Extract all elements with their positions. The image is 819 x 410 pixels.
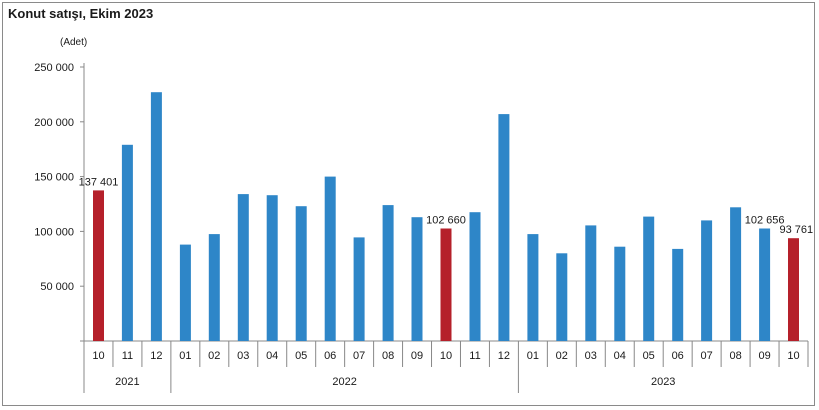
x-tick-label: 05 xyxy=(643,350,655,362)
bar xyxy=(382,205,394,341)
data-label: 102 660 xyxy=(426,215,466,227)
x-tick-label: 11 xyxy=(469,350,480,362)
chart-frame xyxy=(2,2,815,406)
x-tick-label: 10 xyxy=(92,350,104,362)
x-tick-label: 07 xyxy=(353,350,365,362)
bar xyxy=(208,234,220,341)
x-tick-label: 01 xyxy=(179,350,191,362)
bar xyxy=(614,246,626,341)
y-tick-label: 50 000 xyxy=(40,281,74,293)
x-tick-label: 09 xyxy=(758,350,770,362)
y-tick-label: 150 000 xyxy=(34,172,74,184)
x-tick-label: 06 xyxy=(324,350,336,362)
bar xyxy=(266,195,278,341)
bar xyxy=(324,176,336,341)
bar xyxy=(150,92,162,341)
bar xyxy=(672,248,684,341)
bar xyxy=(179,244,191,341)
bar xyxy=(295,206,307,341)
bar xyxy=(121,144,133,341)
bar xyxy=(730,207,742,341)
x-tick-label: 07 xyxy=(700,350,712,362)
x-tick-label: 08 xyxy=(382,350,394,362)
x-tick-label: 10 xyxy=(787,350,799,362)
bar xyxy=(643,216,655,341)
x-tick-label: 11 xyxy=(122,350,133,362)
bar xyxy=(440,228,452,341)
x-tick-label: 08 xyxy=(729,350,741,362)
bar xyxy=(788,238,799,341)
x-tick-label: 06 xyxy=(672,350,684,362)
x-tick-label: 12 xyxy=(498,350,510,362)
bar xyxy=(353,237,365,341)
y-tick-label: 250 000 xyxy=(34,62,74,74)
x-tick-label: 09 xyxy=(411,350,423,362)
bar xyxy=(585,225,597,341)
bar xyxy=(701,220,713,341)
bar xyxy=(527,234,539,341)
data-label: 102 656 xyxy=(745,215,785,227)
data-label: 137 401 xyxy=(79,176,119,188)
bar xyxy=(556,253,568,341)
bar xyxy=(237,194,249,341)
x-tick-label: 10 xyxy=(440,350,452,362)
year-label: 2023 xyxy=(651,376,675,388)
bar xyxy=(498,114,510,341)
x-tick-label: 02 xyxy=(556,350,568,362)
x-tick-label: 04 xyxy=(266,350,278,362)
x-tick-label: 04 xyxy=(614,350,626,362)
x-tick-label: 12 xyxy=(150,350,162,362)
bar xyxy=(411,217,423,341)
year-label: 2022 xyxy=(332,376,356,388)
y-tick-label: 200 000 xyxy=(34,117,74,129)
bar xyxy=(93,190,104,341)
bar xyxy=(759,228,771,341)
chart-title: Konut satışı, Ekim 2023 xyxy=(8,6,154,21)
x-tick-label: 05 xyxy=(295,350,307,362)
x-tick-label: 01 xyxy=(527,350,539,362)
y-axis-label: (Adet) xyxy=(60,37,87,48)
year-label: 2021 xyxy=(115,376,139,388)
x-tick-label: 03 xyxy=(585,350,597,362)
y-tick-label: 100 000 xyxy=(34,226,74,238)
bar xyxy=(469,212,481,341)
x-tick-label: 02 xyxy=(208,350,220,362)
x-tick-label: 03 xyxy=(237,350,249,362)
data-label: 93 761 xyxy=(780,224,814,236)
